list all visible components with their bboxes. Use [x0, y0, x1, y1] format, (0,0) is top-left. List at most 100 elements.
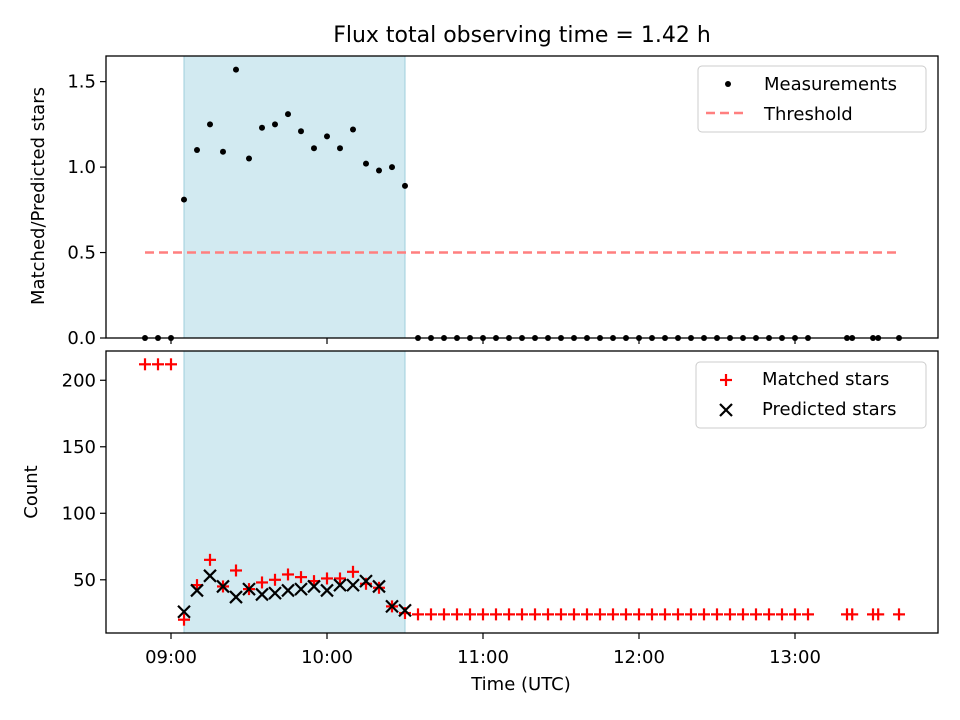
matched-star-point: [620, 608, 632, 621]
measurement-point: [207, 121, 213, 128]
matched-star-point: [503, 608, 515, 621]
matched-star-point: [321, 572, 333, 585]
observing-interval-shade: [183, 55, 406, 339]
y-tick-label: 0.5: [67, 243, 96, 264]
measurement-point: [246, 155, 252, 162]
bottom-panel-frame: [105, 350, 939, 634]
bottom-y-axis-label: Count: [21, 465, 42, 518]
predicted-star-point: [203, 569, 217, 583]
y-tick-label: 1.0: [67, 157, 96, 178]
matched-star-point: [165, 358, 177, 371]
measurement-point: [285, 111, 291, 118]
matched-star-point: [269, 573, 281, 586]
predicted-star-point: [307, 579, 321, 594]
matched-star-point: [750, 608, 762, 621]
matched-star-point: [737, 608, 749, 621]
measurement-point: [324, 133, 330, 140]
matched-stars-legend-marker: [720, 374, 732, 386]
matched-star-point: [724, 608, 736, 621]
matched-star-point: [763, 608, 775, 621]
matched-star-point: [295, 571, 307, 584]
matched-star-point: [529, 608, 541, 621]
matched-star-point: [568, 608, 580, 621]
matched-star-point: [633, 608, 645, 621]
measurements-legend-marker: [725, 81, 731, 87]
matched-star-point: [438, 608, 450, 621]
predicted-star-point: [333, 578, 347, 592]
matched-star-point: [230, 564, 242, 577]
matched-star-point: [152, 358, 164, 371]
measurement-point: [311, 145, 317, 152]
predicted-star-point: [242, 582, 256, 596]
matched-star-point: [256, 576, 268, 589]
measurement-point: [389, 164, 395, 171]
matched-star-point: [451, 608, 463, 621]
matched-star-point: [872, 608, 885, 621]
bottom-x-ticks: 09:00 10:00 11:00 12:00 13:00: [145, 633, 821, 668]
matched-star-point: [646, 608, 658, 621]
bottom-legend-box: [695, 361, 927, 429]
measurement-point: [402, 182, 408, 189]
matched-star-point: [178, 613, 190, 626]
y-tick-label: 150: [62, 437, 96, 458]
predicted-star-point: [320, 583, 334, 598]
matched-star-point: [802, 608, 814, 621]
top-panel: 0.0 0.5 1.0 1.5 Matched/Predicted stars Mea…: [28, 55, 939, 349]
matched-star-point: [698, 608, 710, 621]
matched-star-point: [334, 572, 346, 585]
bottom-panel: 50 100 150 200 09:00 10:00 11:00 12:00 13:00 Co…: [21, 350, 939, 695]
matched-star-point: [607, 608, 619, 621]
measurements-legend-label: Measurements: [764, 74, 897, 95]
matched-star-point: [412, 608, 424, 621]
matched-star-point: [464, 608, 476, 621]
matched-stars-legend-label: Matched stars: [762, 369, 889, 390]
x-tick-label: 09:00: [145, 647, 197, 668]
measurement-point: [272, 121, 278, 128]
predicted-star-point: [268, 586, 282, 600]
predicted-star-point: [216, 579, 230, 594]
matched-star-point: [711, 608, 723, 621]
top-y-ticks: 0.0 0.5 1.0 1.5: [67, 72, 106, 349]
top-panel-frame: [105, 55, 939, 339]
top-legend-box: [697, 65, 927, 133]
predicted-star-point: [398, 603, 412, 618]
chart-title: Flux total observing time = 1.42 h: [333, 23, 711, 48]
predicted-star-point: [359, 574, 373, 588]
predicted-star-point: [385, 599, 399, 614]
measurement-point: [233, 66, 239, 73]
matched-star-point: [893, 608, 905, 621]
y-tick-label: 1.5: [67, 72, 96, 93]
y-tick-label: 200: [62, 370, 96, 391]
predicted-star-point: [229, 590, 243, 604]
predicted-stars-legend-marker: [719, 403, 733, 417]
predicted-star-point: [177, 604, 191, 619]
top-legend: Measurements Threshold: [697, 65, 927, 133]
predicted-star-point: [346, 578, 360, 592]
top-x-ticks: [170, 338, 796, 344]
matched-star-point: [516, 608, 528, 621]
measurement-point: [181, 196, 187, 203]
matched-star-point: [672, 608, 684, 621]
predicted-star-point: [294, 582, 308, 596]
bottom-legend: Matched stars Predicted stars: [695, 361, 927, 429]
matched-star-point: [685, 608, 697, 621]
measurement-point: [220, 148, 226, 155]
x-axis-label: Time (UTC): [470, 674, 571, 695]
y-tick-label: 100: [62, 503, 96, 524]
predicted-star-point: [281, 583, 295, 598]
threshold-legend-label: Threshold: [763, 104, 853, 125]
bottom-y-ticks: 50 100 150 200: [62, 370, 106, 591]
predicted-star-point: [372, 579, 386, 594]
matched-star-point: [659, 608, 671, 621]
predicted-star-point: [190, 583, 204, 598]
predicted-stars-points: [177, 569, 412, 619]
matched-star-point: [542, 608, 554, 621]
matched-star-point: [555, 608, 567, 621]
matched-star-point: [347, 565, 359, 578]
measurement-point: [259, 124, 265, 131]
measurement-point: [337, 145, 343, 152]
measurement-point: [350, 126, 356, 133]
measurement-point: [194, 147, 200, 153]
matched-star-point: [789, 608, 801, 621]
